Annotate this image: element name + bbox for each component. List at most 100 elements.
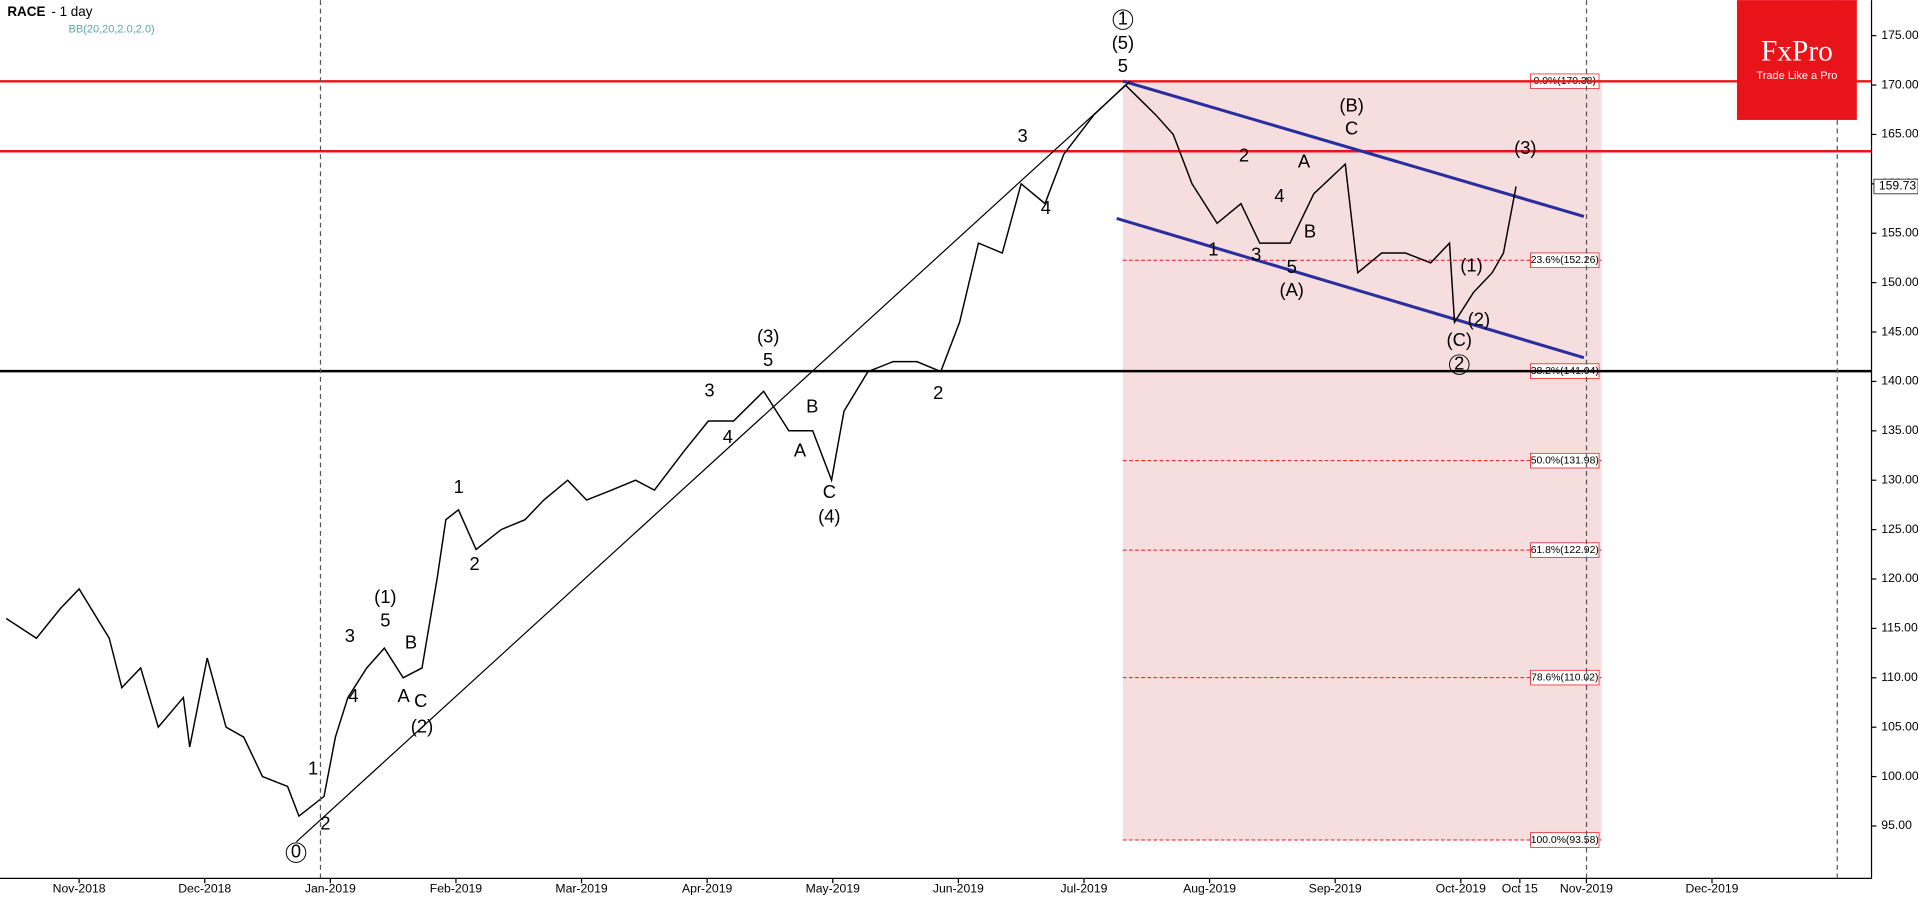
fib-label: 61.8%(122.92): [1531, 545, 1599, 556]
fib-label: 100.0%(93.58): [1531, 835, 1599, 846]
x-tick-label: Dec-2018: [178, 882, 231, 896]
y-tick-label: 150.00: [1881, 275, 1918, 289]
trend-line: [1116, 216, 1585, 360]
wave-label: B: [806, 395, 818, 416]
indicator: BB(20,20,2.0,2.0): [69, 23, 155, 35]
x-tick-label: Feb-2019: [430, 882, 483, 896]
wave-label: 3: [704, 379, 714, 400]
fib-label-box: [1530, 452, 1600, 469]
wave-circle: [1449, 354, 1470, 375]
wave-label: C: [1345, 118, 1358, 139]
trend-line: [1122, 79, 1585, 218]
x-tick-label: Mar-2019: [555, 882, 607, 896]
y-tick-label: 135.00: [1881, 423, 1918, 437]
x-tick-label: Sep-2019: [1309, 882, 1362, 896]
x-tick-label: Jul-2019: [1061, 882, 1108, 896]
wave-label: 1: [1118, 7, 1128, 28]
wave-label: 4: [723, 426, 733, 447]
fib-label-box: [1530, 252, 1600, 269]
wave-label: C: [414, 690, 427, 711]
wave-label: (3): [1514, 137, 1536, 158]
wave-label: B: [405, 631, 417, 652]
wave-label: (5): [1112, 32, 1134, 53]
wave-label: (4): [818, 505, 840, 526]
logo-brand: FxPro: [1761, 36, 1833, 68]
x-tick-label: Apr-2019: [682, 882, 732, 896]
last-price-label: 159.73: [1879, 179, 1917, 193]
y-tick-label: 105.00: [1881, 719, 1918, 733]
fib-label-box: [1530, 542, 1600, 558]
wave-label: (C): [1447, 329, 1472, 350]
x-tick-label: Nov-2018: [53, 882, 106, 896]
wave-label: (3): [757, 326, 779, 347]
wave-label: 4: [1274, 185, 1284, 206]
wave-circle: [1112, 9, 1134, 30]
y-tick-label: 155.00: [1881, 225, 1918, 239]
wave-label: 2: [1454, 352, 1464, 373]
wave-label: 1: [1208, 239, 1218, 260]
y-tick-label: 165.00: [1881, 127, 1918, 141]
wave-label: 2: [933, 382, 943, 403]
wave-label: 5: [763, 349, 773, 370]
wave-label: 4: [1041, 197, 1051, 218]
y-tick-label: 95.00: [1881, 818, 1912, 832]
wave-label: (2): [1468, 308, 1490, 329]
symbol: RACE: [7, 4, 45, 19]
wave-label: 3: [1018, 125, 1028, 146]
x-tick-label: Dec-2019: [1686, 882, 1739, 896]
wave-label: 1: [454, 476, 464, 497]
fib-label-box: [1530, 669, 1600, 686]
wave-label: (B): [1339, 94, 1363, 115]
x-tick-label: Oct 15: [1502, 882, 1538, 896]
last-price-box: [1873, 178, 1918, 195]
y-tick-label: 175.00: [1881, 28, 1918, 42]
wave-label: 5: [1287, 256, 1297, 277]
fib-label: 50.0%(131.98): [1531, 455, 1599, 466]
wave-label: (A): [1279, 279, 1303, 300]
y-tick-label: 145.00: [1881, 324, 1918, 338]
fib-label: 23.6%(152.26): [1531, 255, 1599, 266]
y-tick-label: 120.00: [1881, 571, 1918, 585]
wave-label: 2: [1239, 144, 1249, 165]
wave-label: (1): [374, 586, 396, 607]
y-tick-label: 170.00: [1881, 77, 1918, 91]
wave-label: 2: [470, 553, 480, 574]
x-tick-label: Nov-2019: [1560, 882, 1613, 896]
wave-label: 3: [1251, 244, 1261, 265]
y-tick-label: 115.00: [1881, 621, 1918, 635]
wave-label: 3: [345, 625, 355, 646]
wave-label: C: [823, 481, 836, 502]
price-line: [5, 84, 1517, 818]
trend-line: [296, 80, 1131, 843]
wave-label: 5: [1118, 55, 1128, 76]
timeframe: - 1 day: [51, 4, 92, 19]
y-tick-label: 130.00: [1881, 472, 1918, 486]
wave-label: 0: [291, 841, 301, 862]
wave-label: (1): [1460, 255, 1482, 276]
x-tick-label: Jun-2019: [933, 882, 984, 896]
wave-circle: [285, 842, 307, 863]
y-tick-label: 140.00: [1881, 374, 1918, 388]
wave-label: 1: [308, 757, 318, 778]
logo-tagline: Trade Like a Pro: [1756, 70, 1837, 82]
x-tick-label: Jan-2019: [305, 882, 356, 896]
x-tick-label: May-2019: [806, 882, 861, 896]
wave-label: A: [794, 439, 807, 460]
fib-label: 78.6%(110.02): [1531, 672, 1598, 683]
y-tick-label: 110.00: [1881, 670, 1918, 684]
fib-label-box: [1530, 832, 1600, 848]
y-tick-label: 100.00: [1881, 769, 1918, 783]
wave-label: 2: [320, 812, 330, 833]
wave-label: A: [398, 685, 411, 706]
wave-label: 5: [380, 609, 390, 630]
x-tick-label: Aug-2019: [1183, 882, 1236, 896]
wave-label: A: [1298, 151, 1311, 172]
x-tick-label: Oct-2019: [1436, 882, 1486, 896]
y-tick-label: 125.00: [1881, 522, 1918, 536]
wave-label: (2): [411, 716, 433, 737]
logo-box: [1736, 0, 1857, 120]
wave-label: B: [1304, 220, 1316, 241]
wave-label: 4: [348, 685, 358, 706]
